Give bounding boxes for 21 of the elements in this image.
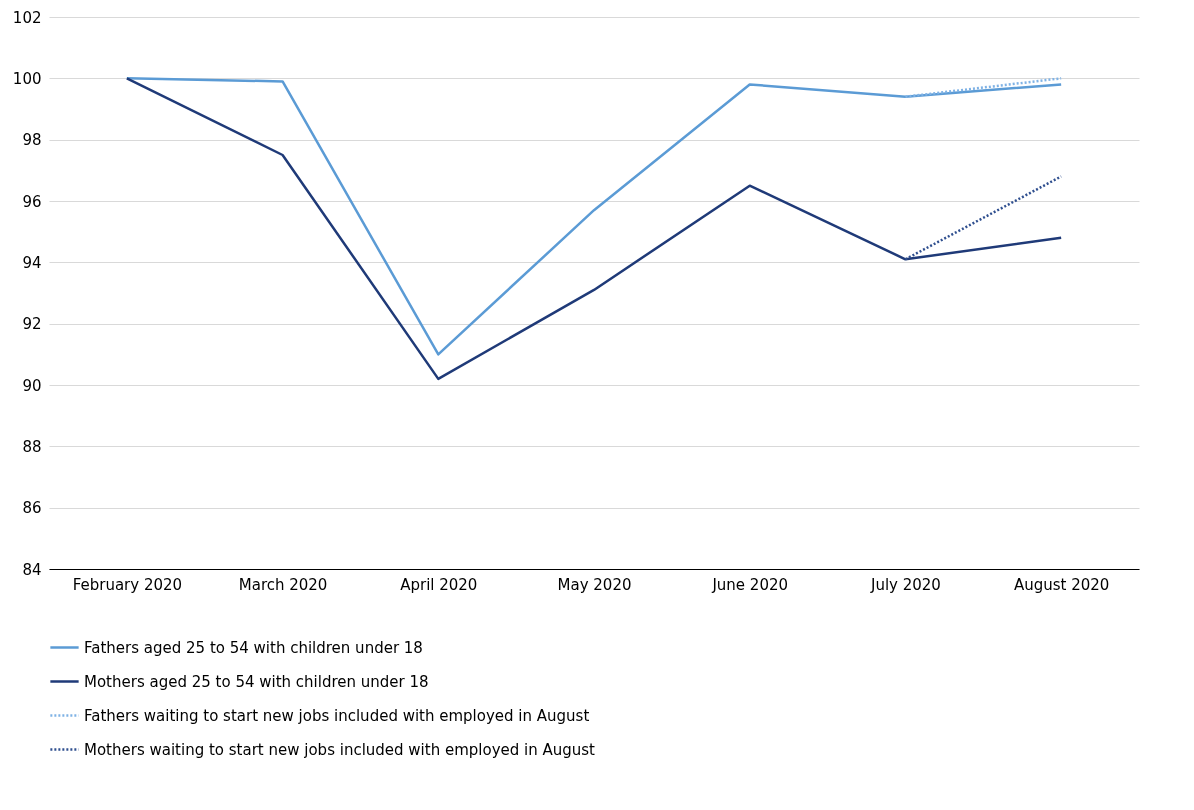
y-tick-label: 86 <box>22 499 42 518</box>
y-tick-label: 90 <box>22 376 42 395</box>
legend-label: Mothers waiting to start new jobs included with employed in August <box>84 740 596 759</box>
legend-label: Fathers waiting to start new jobs included with employed in August <box>84 706 590 725</box>
y-tick-label: 88 <box>22 437 42 456</box>
y-tick-label: 94 <box>22 253 42 272</box>
x-tick-label: June 2020 <box>711 575 789 594</box>
x-tick-label: March 2020 <box>238 575 328 594</box>
y-tick-label: 92 <box>22 315 42 334</box>
x-tick-label: August 2020 <box>1013 575 1110 594</box>
y-tick-label: 96 <box>22 192 42 211</box>
y-tick-label: 102 <box>12 8 42 27</box>
x-tick-label: April 2020 <box>400 575 478 594</box>
y-tick-label: 100 <box>12 69 42 88</box>
y-tick-label: 98 <box>22 131 42 150</box>
x-tick-label: February 2020 <box>72 575 183 594</box>
y-tick-label: 84 <box>22 560 42 579</box>
legend-label: Fathers aged 25 to 54 with children under 18 <box>84 638 423 657</box>
x-tick-label: May 2020 <box>557 575 632 594</box>
legend-label: Mothers aged 25 to 54 with children under 18 <box>84 672 429 691</box>
x-tick-label: July 2020 <box>869 575 941 594</box>
